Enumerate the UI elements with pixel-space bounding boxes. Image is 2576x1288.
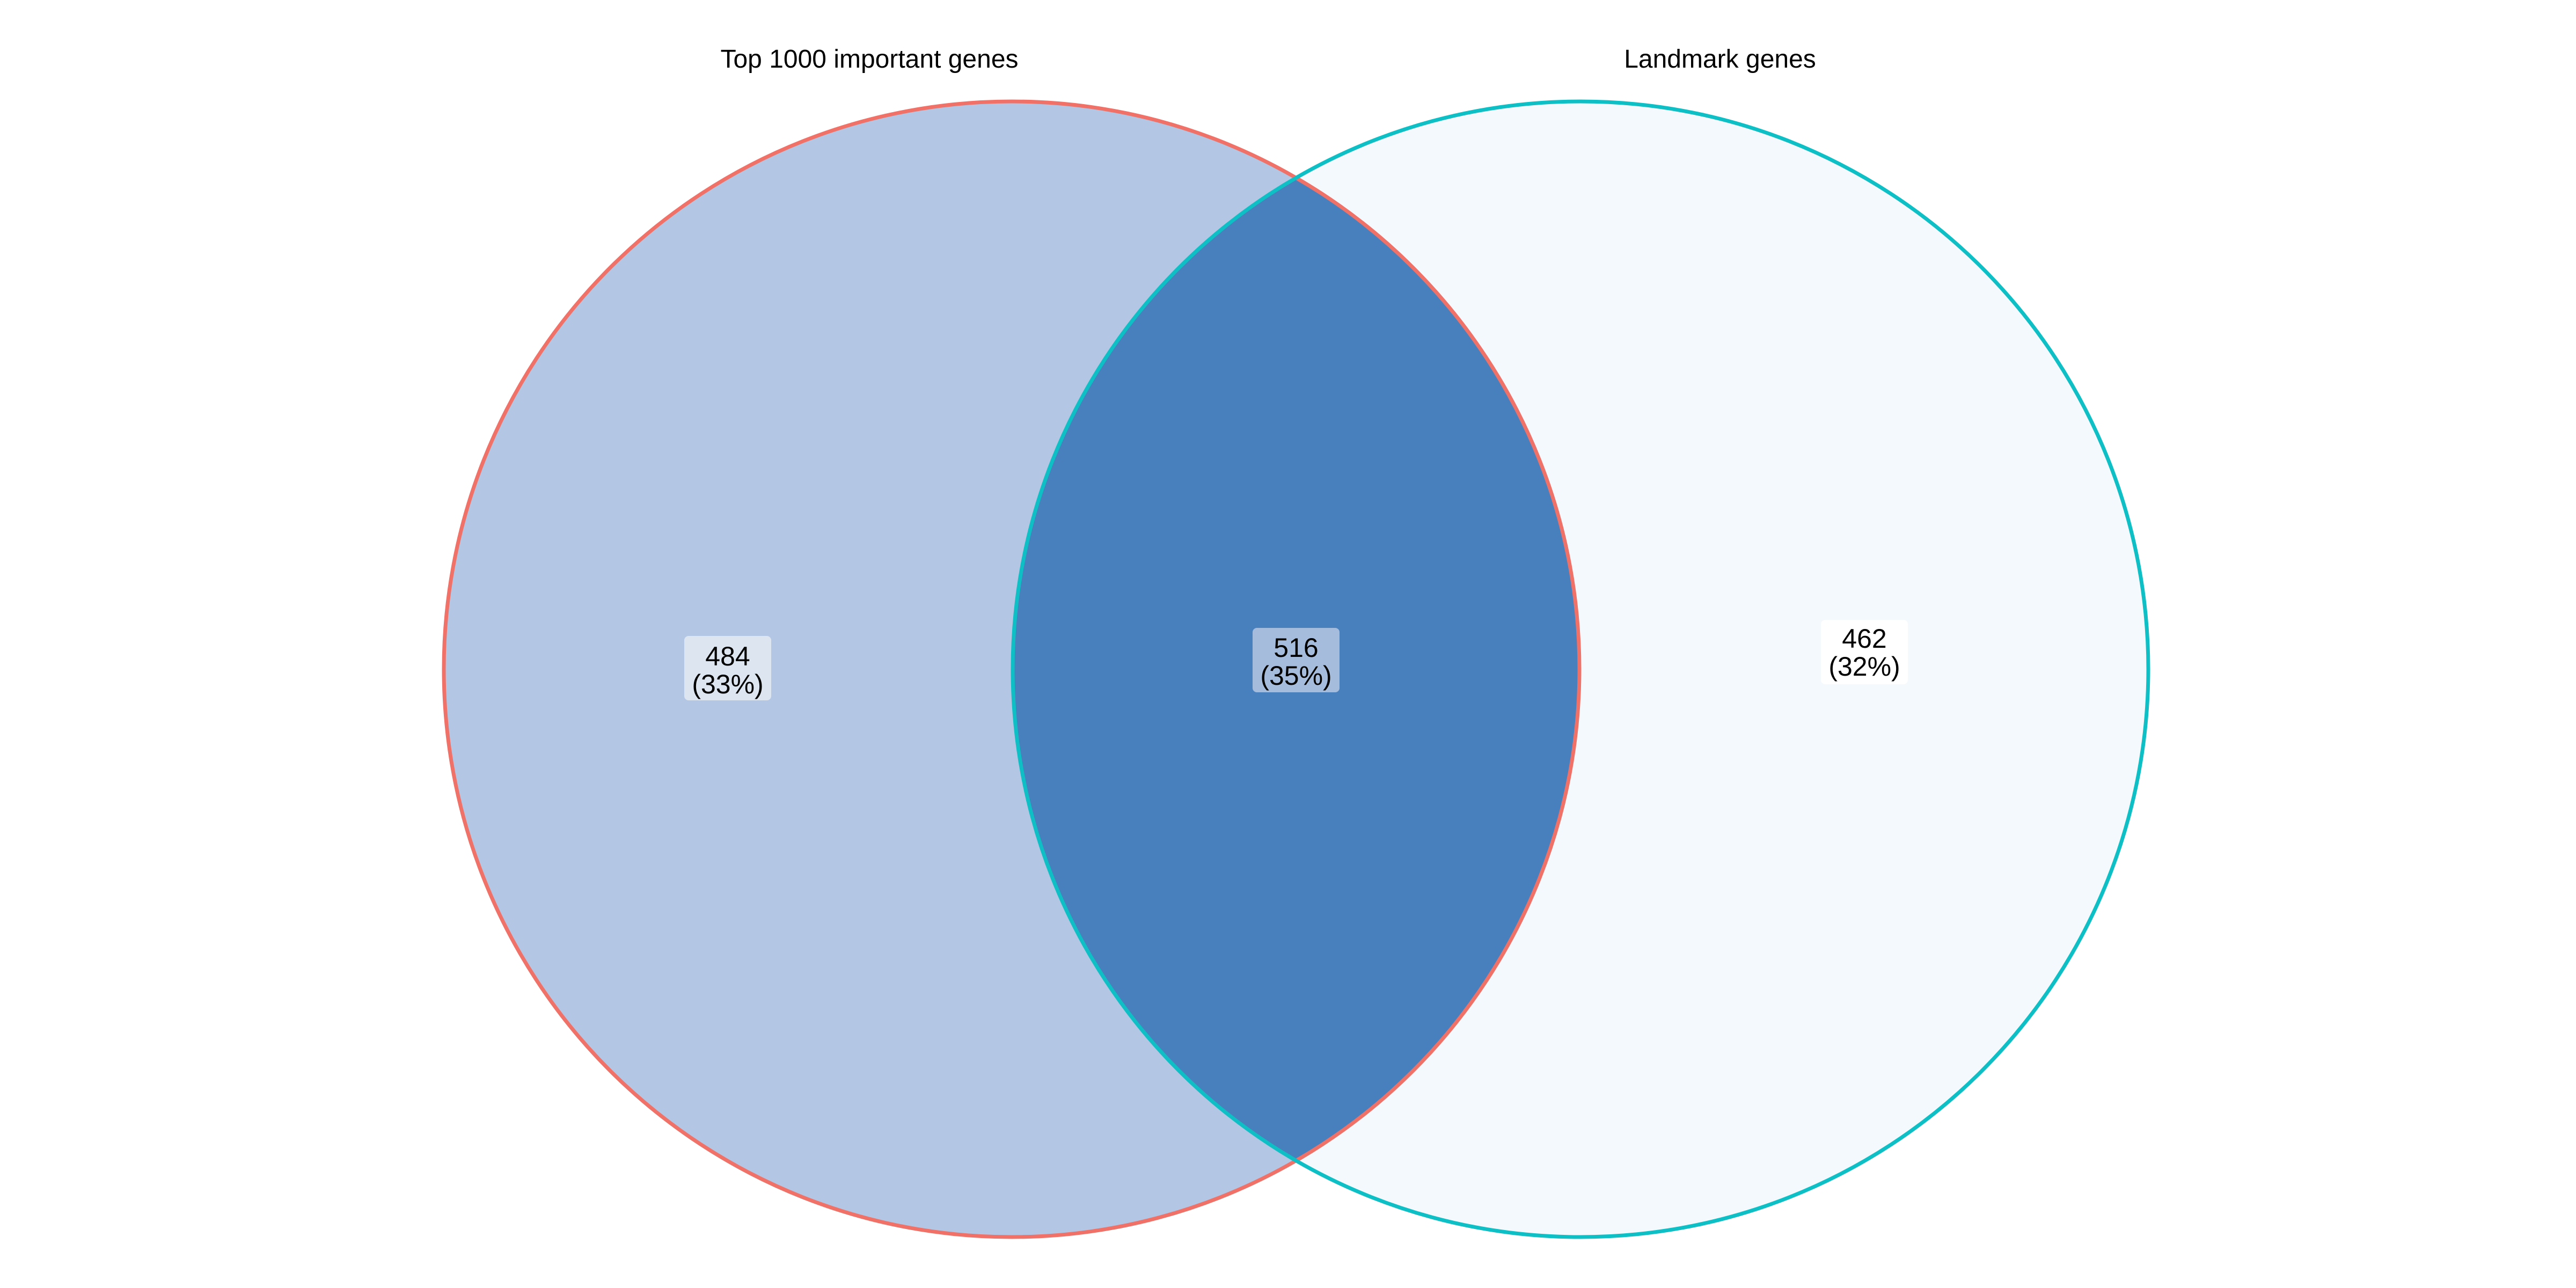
region-label-bg [684, 636, 771, 700]
region-percent: (35%) [1260, 661, 1331, 691]
region-count: 516 [1274, 633, 1318, 663]
set-title-landmark: Landmark genes [1624, 45, 1816, 74]
region-count: 462 [1842, 624, 1886, 654]
region-label-bg [1821, 620, 1908, 684]
region-label-bg [1253, 628, 1340, 692]
region-percent: (33%) [692, 669, 763, 699]
region-label-only-landmark: 462 (32%) [1821, 620, 1908, 684]
intersection-region [1013, 101, 1579, 1237]
set-title-top1000: Top 1000 important genes [720, 45, 1018, 74]
set-outline-top1000 [442, 99, 1582, 1239]
region-percent: (32%) [1828, 652, 1900, 682]
set-outline-landmark [1011, 99, 2150, 1239]
region-label-intersection: 516 (35%) [1253, 628, 1340, 692]
region-count: 484 [705, 641, 750, 671]
region-label-only-top1000: 484 (33%) [684, 636, 771, 700]
